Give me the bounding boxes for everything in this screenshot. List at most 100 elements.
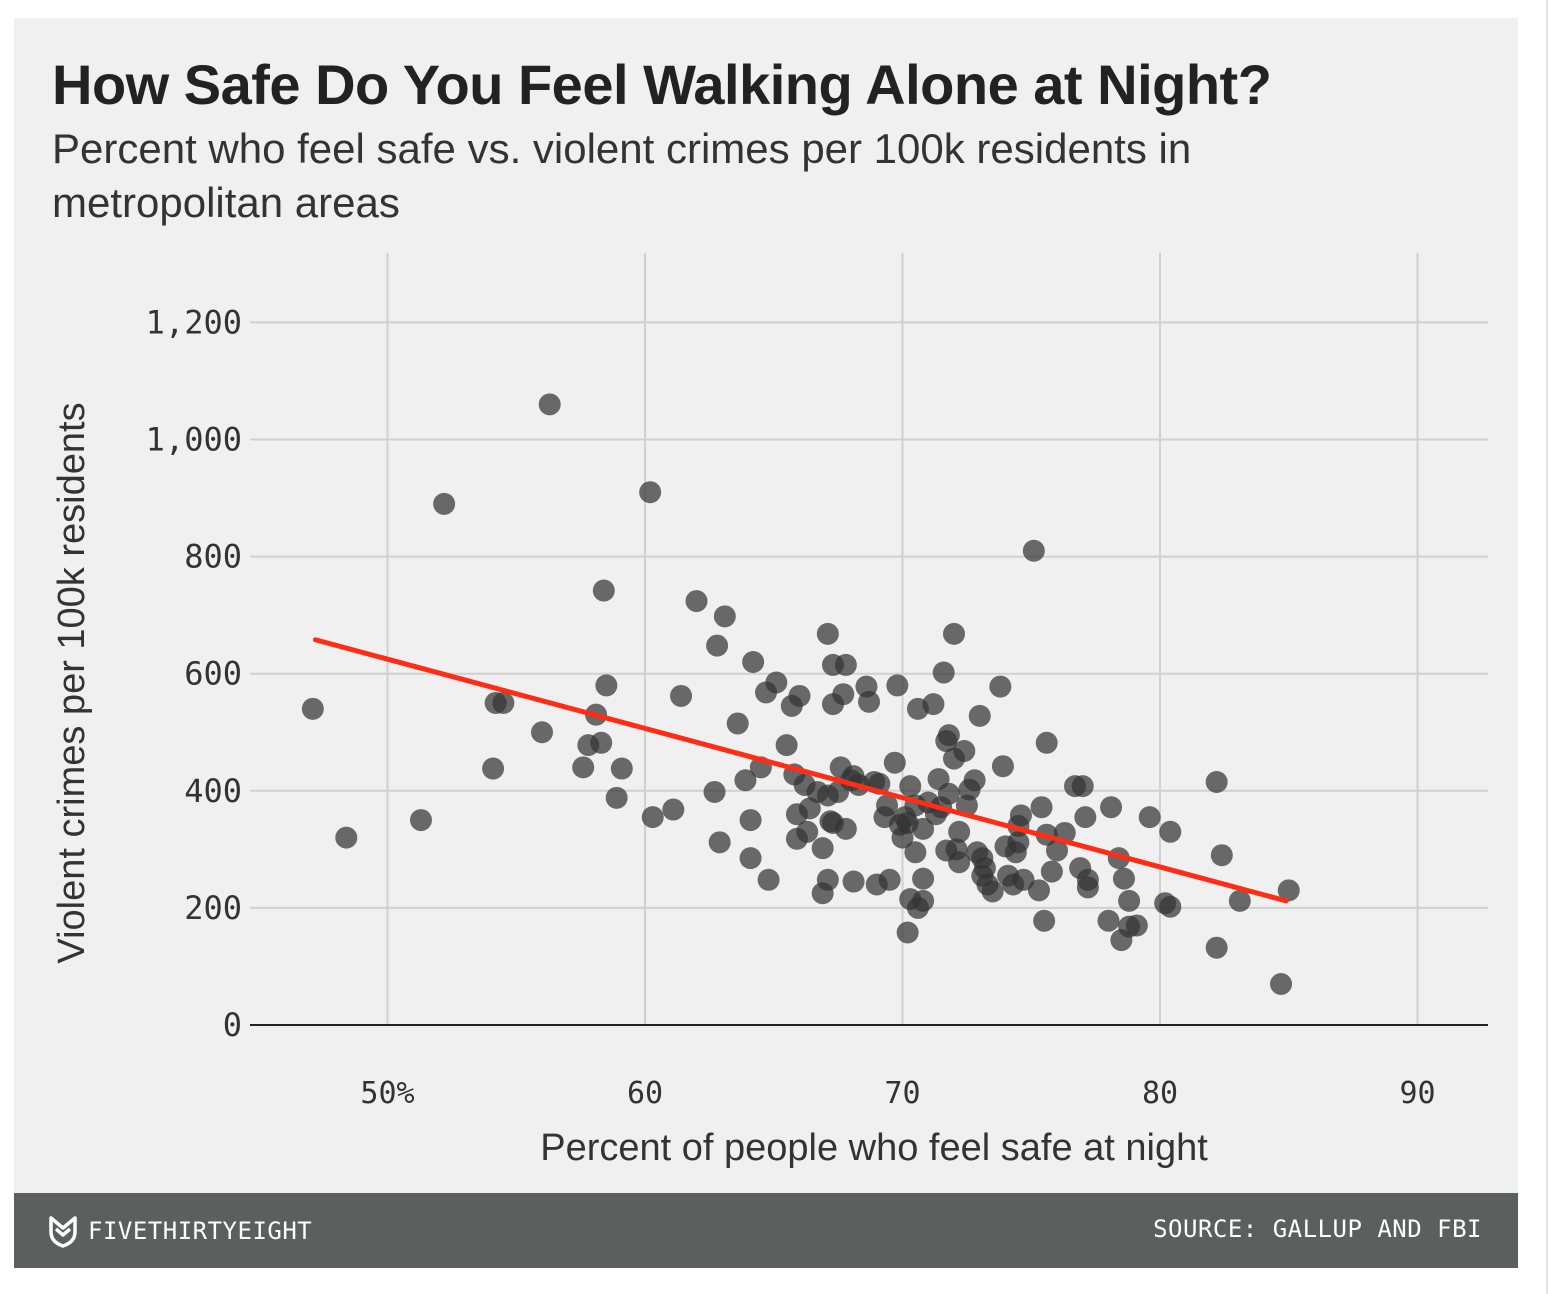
data-point	[937, 724, 960, 747]
data-point	[538, 393, 561, 416]
data-point	[816, 868, 839, 891]
chart-card: How Safe Do You Feel Walking Alone at Ni…	[14, 18, 1518, 1268]
scatter-plot: 50% 60 70 80 90 0 200 400 600 800 1,000 1,200 Percen…	[51, 253, 1488, 1169]
data-point	[433, 492, 456, 515]
data-point	[912, 817, 935, 840]
data-point	[1071, 775, 1094, 798]
data-point	[1159, 820, 1182, 843]
data-point	[1040, 860, 1063, 883]
data-point	[482, 757, 505, 780]
footer-bar: FIVETHIRTYEIGHT SOURCE: GALLUP AND FBI	[14, 1193, 1518, 1268]
data-point	[832, 683, 855, 706]
data-point	[301, 697, 324, 720]
data-point	[886, 674, 909, 697]
data-point	[858, 690, 881, 713]
data-point	[1277, 879, 1300, 902]
chart-title: How Safe Do You Feel Walking Alone at Ni…	[52, 53, 1272, 116]
data-point	[1228, 889, 1251, 912]
data-point	[1138, 806, 1161, 829]
data-point	[685, 590, 708, 613]
trend-line-group	[312, 637, 1289, 904]
data-point	[883, 751, 906, 774]
data-point	[572, 756, 595, 779]
y-tick-label: 400	[184, 772, 242, 810]
data-point	[842, 870, 865, 893]
data-point	[739, 809, 762, 832]
data-point	[788, 684, 811, 707]
data-point	[765, 671, 788, 694]
data-point	[963, 769, 986, 792]
axes: 50% 60 70 80 90 0 200 400 600 800 1,000 1,200 Percen…	[51, 303, 1488, 1169]
data-point	[742, 650, 765, 673]
data-point	[1009, 804, 1032, 827]
data-point	[1033, 909, 1056, 932]
data-point	[937, 782, 960, 805]
data-point	[876, 794, 899, 817]
data-point	[641, 806, 664, 829]
data-point	[896, 921, 919, 944]
data-point	[1125, 914, 1148, 937]
data-points	[301, 393, 1300, 996]
data-point	[1007, 831, 1030, 854]
data-point	[775, 734, 798, 757]
data-point	[531, 721, 553, 744]
data-point	[968, 704, 991, 727]
data-point	[816, 622, 839, 645]
data-point	[798, 797, 821, 820]
data-point	[943, 622, 965, 645]
data-point	[757, 868, 780, 891]
data-point	[932, 661, 955, 684]
data-point	[592, 579, 615, 602]
page-edge-divider	[1546, 0, 1548, 1294]
data-point	[973, 857, 996, 880]
data-point	[610, 757, 633, 780]
data-point	[662, 798, 685, 821]
data-point	[981, 880, 1004, 903]
y-tick-label: 0	[223, 1006, 242, 1044]
brand[interactable]: FIVETHIRTYEIGHT	[48, 1213, 312, 1249]
grid-lines	[250, 253, 1488, 1025]
data-point	[834, 817, 857, 840]
data-point	[1035, 731, 1058, 754]
data-point	[713, 605, 736, 628]
data-point	[922, 693, 945, 716]
data-point	[739, 847, 762, 870]
data-point	[989, 675, 1012, 698]
data-point	[726, 712, 749, 735]
data-point	[595, 674, 618, 697]
data-point	[1097, 909, 1120, 932]
source-credit: SOURCE: GALLUP AND FBI	[1153, 1215, 1482, 1243]
data-point	[912, 867, 935, 890]
data-point	[1112, 867, 1135, 890]
data-point	[948, 851, 971, 874]
y-tick-label: 600	[184, 655, 242, 693]
data-point	[991, 755, 1014, 778]
data-point	[948, 820, 971, 843]
y-tick-label: 200	[184, 889, 242, 927]
data-point	[1205, 771, 1228, 794]
chart-subtitle: Percent who feel safe vs. violent crimes…	[52, 125, 1192, 226]
x-tick-label: 70	[884, 1076, 920, 1111]
data-point	[1046, 839, 1068, 862]
x-tick-label: 90	[1399, 1076, 1435, 1111]
data-point	[834, 653, 857, 676]
data-point	[706, 634, 729, 657]
data-point	[811, 837, 834, 860]
data-point	[492, 691, 515, 714]
data-point	[1022, 539, 1045, 562]
x-tick-label: 80	[1142, 1076, 1178, 1111]
data-point	[878, 868, 901, 891]
data-point	[1030, 796, 1053, 819]
data-point	[335, 826, 358, 849]
data-point	[1074, 806, 1097, 829]
data-point	[1159, 895, 1182, 918]
data-point	[409, 809, 432, 832]
y-tick-label: 800	[184, 538, 242, 576]
data-point	[590, 731, 613, 754]
data-point	[1100, 796, 1123, 819]
data-point	[703, 780, 726, 803]
data-point	[1118, 889, 1141, 912]
data-point	[796, 820, 819, 843]
data-point	[639, 481, 662, 504]
data-point	[1210, 844, 1233, 867]
